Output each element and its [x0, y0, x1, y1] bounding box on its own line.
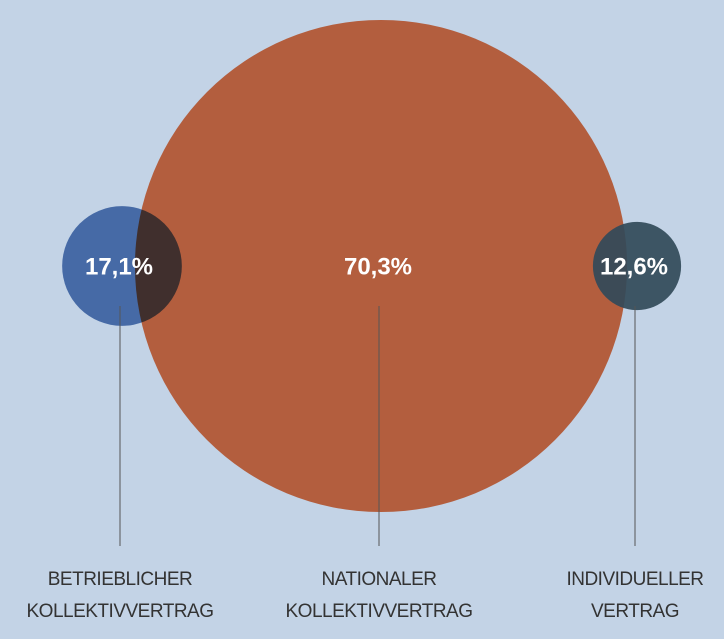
value-label: 70,3% — [344, 253, 412, 280]
bubble — [592, 221, 682, 311]
category-label: VERTRAG — [591, 601, 679, 622]
category-label: BETRIEBLICHER — [48, 569, 192, 590]
value-label: 12,6% — [600, 253, 668, 280]
category-label: KOLLEKTIVVERTRAG — [27, 601, 214, 622]
bubble — [134, 19, 628, 513]
category-label: INDIVIDUELLER — [566, 569, 703, 590]
value-label: 17,1% — [85, 253, 153, 280]
category-label: NATIONALER — [321, 569, 436, 590]
bubble — [62, 206, 182, 326]
category-label: KOLLEKTIVVERTRAG — [286, 601, 473, 622]
